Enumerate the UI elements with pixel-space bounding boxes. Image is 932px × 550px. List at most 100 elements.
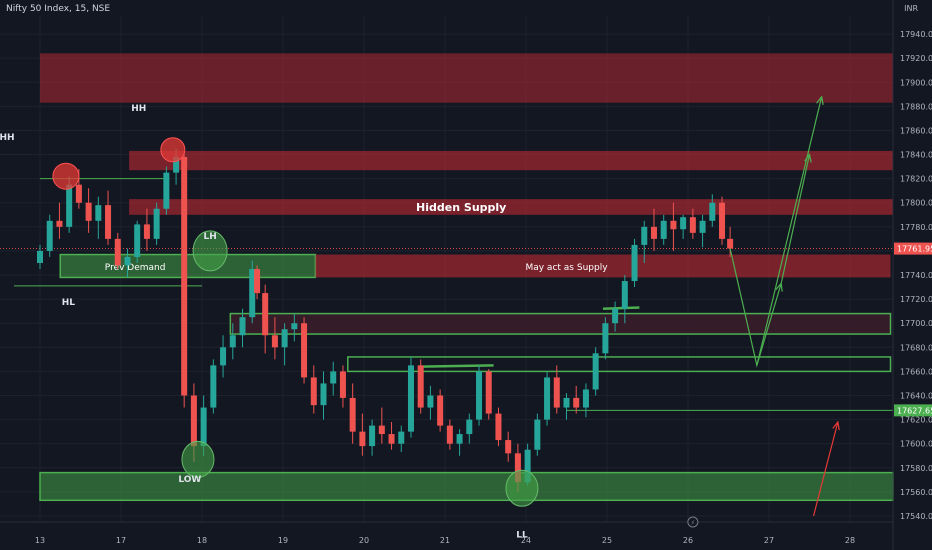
x-tick-label: 21 <box>440 536 450 545</box>
price-label: 17627.65 <box>897 406 932 415</box>
candle-up <box>680 214 687 239</box>
candle-up <box>476 365 483 426</box>
candle-up <box>239 308 246 348</box>
zones: Hidden Supply Prev Demand May act as Suppl… <box>39 53 894 502</box>
candle-body <box>173 156 180 173</box>
candle-body <box>495 413 502 441</box>
candle-down <box>495 407 502 447</box>
candle-body <box>239 317 246 336</box>
candle-up <box>641 220 648 263</box>
candle-body <box>563 397 570 408</box>
candle-down <box>359 413 366 456</box>
candle-body <box>220 347 227 366</box>
price-label-bg <box>894 242 932 255</box>
swing-label: HL <box>62 298 76 308</box>
candle-up <box>220 335 227 378</box>
candle-up <box>427 385 434 420</box>
projection-arrow-green <box>780 155 809 284</box>
candle-body <box>446 425 453 444</box>
candle-body <box>190 395 197 447</box>
candle-down <box>437 389 444 432</box>
candle-body <box>650 226 657 239</box>
ll-ellipse <box>505 469 539 507</box>
candle-body <box>124 256 131 266</box>
candle-body <box>369 425 376 447</box>
break-line <box>602 306 640 311</box>
x-tick-label: 24 <box>521 536 531 545</box>
x-tick-label: 17 <box>116 536 126 545</box>
candles <box>37 148 734 492</box>
candle-body <box>349 397 356 432</box>
lh-ellipse <box>192 230 228 272</box>
y-tick-label: 17580.00 <box>900 464 932 473</box>
candle-up <box>592 347 599 396</box>
y-tick-label: 17800.00 <box>900 199 932 208</box>
candle-body <box>612 308 619 324</box>
y-tick-label: 17680.00 <box>900 343 932 352</box>
projection-arrow-green <box>756 97 822 366</box>
candle-body <box>153 208 160 239</box>
zone-label: Hidden Supply <box>416 201 506 214</box>
candle-up <box>456 429 463 456</box>
y-tick-label: 17860.00 <box>900 126 932 135</box>
zone-label: May act as Supply <box>525 263 608 273</box>
candle-up <box>602 317 609 360</box>
supply-zone <box>315 254 891 278</box>
candle-body <box>680 217 687 230</box>
candle-body <box>46 220 53 251</box>
x-tick-label: 20 <box>359 536 369 545</box>
candle-down <box>485 368 492 420</box>
candle-body <box>262 293 269 336</box>
y-tick-label: 17840.00 <box>900 151 932 160</box>
candle-body <box>330 371 337 384</box>
candle-down <box>85 188 92 233</box>
y-tick-label: 17560.00 <box>900 488 932 497</box>
y-tick-label: 17740.00 <box>900 271 932 280</box>
candle-up <box>369 419 376 456</box>
candle-down <box>689 208 696 239</box>
candle-up <box>407 356 414 438</box>
price-label: 17761.95 <box>897 245 932 254</box>
y-tick-label: 17940.00 <box>900 30 932 39</box>
candle-body <box>456 434 463 444</box>
candle-body <box>301 323 308 378</box>
y-tick-label: 17600.00 <box>900 440 932 449</box>
candle-body <box>582 389 589 408</box>
candle-body <box>320 383 327 406</box>
candle-down <box>417 359 424 414</box>
candle-body <box>95 205 102 221</box>
event-icon-ring <box>687 516 699 528</box>
time-axis: 13 17 18 19 20 21 24 25 26 27 28 ⚡ <box>0 516 893 545</box>
swing-label: HH <box>0 133 15 143</box>
candle-body <box>602 323 609 354</box>
demand-zone <box>59 253 317 279</box>
supply-zone <box>129 150 894 171</box>
price-axis: 17540.00 17560.00 17580.00 17600.00 17620.00… <box>892 0 932 550</box>
candle-body <box>163 172 170 209</box>
candle-up <box>320 371 327 420</box>
candle-body <box>534 419 541 450</box>
candle-up <box>621 275 628 324</box>
y-tick-label: 17620.00 <box>900 416 932 425</box>
projection-arrow-red <box>812 422 838 517</box>
candle-body <box>427 395 434 408</box>
candle-body <box>249 269 256 318</box>
candle-up <box>46 214 53 257</box>
candle-body <box>631 244 638 282</box>
candle-body <box>75 184 82 203</box>
y-tick-label: 17880.00 <box>900 102 932 111</box>
candle-up <box>534 413 541 456</box>
candle-up <box>612 301 619 332</box>
hh-circle <box>52 162 80 190</box>
candle-body <box>476 371 483 420</box>
candle-body <box>505 440 512 454</box>
candle-up <box>582 383 589 418</box>
candle-down <box>114 232 121 269</box>
candle-body <box>56 220 63 227</box>
candle-down <box>553 365 560 414</box>
candle-body <box>641 226 648 245</box>
candle-body <box>660 220 667 239</box>
y-tick-label: 17720.00 <box>900 295 932 304</box>
